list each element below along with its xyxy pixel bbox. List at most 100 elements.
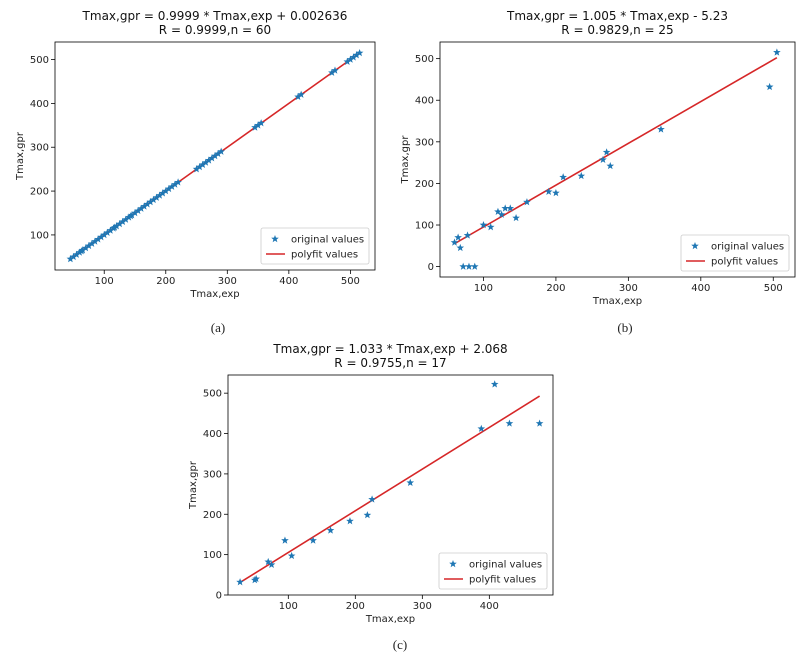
data-point — [168, 182, 176, 190]
data-point — [146, 198, 155, 206]
data-point — [115, 219, 124, 228]
y-tick-label: 400 — [203, 429, 222, 440]
data-point — [352, 51, 361, 59]
data-point — [264, 557, 273, 566]
fit-line — [454, 56, 778, 245]
caption-a: (a) — [210, 320, 226, 335]
chart-a: Tmax,gpr = 0.9999 * Tmax,exp + 0.002636R… — [15, 9, 376, 300]
data-point — [331, 66, 339, 74]
y-tick-label: 100 — [203, 550, 222, 561]
data-point — [126, 212, 135, 220]
data-point — [85, 241, 93, 250]
caption-b: (b) — [617, 320, 633, 335]
data-point — [257, 119, 265, 127]
data-point — [211, 152, 219, 160]
data-point — [205, 156, 213, 164]
legend-label-points: original values — [291, 235, 364, 246]
data-point — [552, 188, 560, 197]
data-point — [501, 204, 510, 212]
y-tick-label: 100 — [415, 221, 434, 232]
x-axis-label: Tmax,exp — [365, 614, 415, 625]
data-point — [463, 231, 472, 239]
data-point — [267, 560, 276, 568]
data-point — [606, 161, 615, 170]
x-tick-label: 400 — [480, 601, 499, 612]
data-point — [214, 149, 222, 158]
data-point — [254, 121, 262, 129]
data-point — [201, 158, 210, 166]
data-point — [544, 187, 553, 195]
data-point — [577, 171, 586, 180]
data-point — [559, 173, 567, 181]
legend-label-fit: polyfit values — [291, 250, 358, 261]
data-point — [765, 82, 774, 91]
data-point — [297, 90, 305, 98]
y-tick-label: 200 — [203, 510, 222, 521]
data-point — [171, 180, 179, 188]
data-point — [535, 419, 544, 427]
data-point — [198, 160, 207, 169]
x-tick-label: 400 — [279, 276, 298, 287]
y-tick-label: 200 — [30, 187, 49, 198]
data-point — [131, 209, 139, 217]
data-point — [137, 204, 145, 212]
data-point — [100, 230, 109, 239]
data-point — [494, 207, 502, 215]
data-point — [602, 148, 611, 156]
y-tick-label: 300 — [415, 137, 434, 148]
fit-line — [239, 395, 541, 584]
data-point — [125, 213, 133, 221]
x-axis-label: Tmax,exp — [189, 289, 239, 300]
data-point — [91, 237, 99, 245]
data-point — [252, 574, 260, 583]
data-point — [251, 123, 259, 131]
data-point — [81, 244, 90, 252]
data-point — [174, 178, 182, 186]
data-point — [512, 213, 520, 222]
data-point — [208, 154, 216, 162]
x-tick-label: 100 — [95, 276, 114, 287]
data-point — [217, 147, 225, 155]
data-point — [486, 223, 495, 231]
data-point — [326, 526, 335, 534]
y-tick-label: 300 — [30, 143, 49, 154]
data-point — [490, 380, 499, 388]
data-point — [121, 215, 130, 223]
plot-frame — [227, 374, 554, 596]
data-point — [103, 228, 112, 236]
data-point — [106, 226, 115, 234]
data-point — [406, 478, 415, 487]
legend-label-fit: polyfit values — [469, 575, 536, 586]
y-tick-label: 400 — [30, 99, 49, 110]
chart-subtitle: R = 0.9755,n = 17 — [334, 356, 446, 370]
data-point — [72, 250, 81, 258]
legend-label-fit: polyfit values — [711, 257, 778, 268]
x-tick-label: 200 — [156, 276, 175, 287]
data-point — [477, 424, 486, 432]
y-tick-label: 100 — [30, 230, 49, 241]
legend-box — [680, 234, 790, 272]
x-tick-label: 100 — [474, 283, 493, 294]
legend-marker-points — [691, 242, 699, 250]
data-point — [454, 233, 462, 241]
data-point — [155, 191, 164, 199]
legend-box — [438, 552, 548, 590]
data-point — [363, 511, 372, 519]
y-axis-label: Tmax,gpr — [400, 135, 411, 185]
data-point — [523, 198, 531, 206]
data-point — [287, 551, 296, 560]
data-point — [657, 125, 665, 133]
data-point — [94, 235, 102, 243]
data-point — [456, 243, 465, 252]
data-point — [343, 57, 352, 65]
data-point — [281, 536, 289, 544]
x-tick-label: 100 — [279, 601, 298, 612]
x-tick-label: 300 — [218, 276, 237, 287]
data-point — [368, 495, 376, 503]
data-point — [88, 239, 96, 247]
y-tick-label: 200 — [415, 179, 434, 190]
chart-panel-c: Tmax,gpr = 1.033 * Tmax,exp + 2.068 R = 0… — [180, 335, 600, 635]
legend-marker-points — [271, 235, 279, 243]
data-point — [599, 155, 607, 163]
x-axis-label: Tmax,exp — [592, 296, 642, 307]
